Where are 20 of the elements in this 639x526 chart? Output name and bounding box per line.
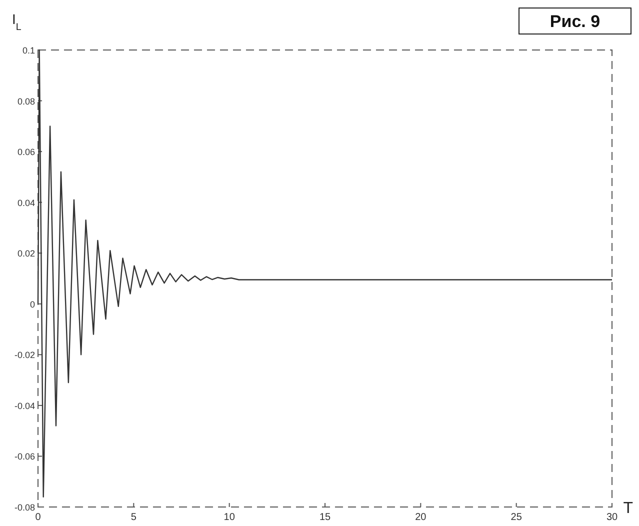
x-tick-label: 5 [130, 512, 137, 523]
x-tick-label: 20 [415, 512, 427, 523]
x-tick-label: 30 [606, 512, 618, 523]
y-tick-label: -0.08 [14, 502, 35, 512]
x-axis-title: T [623, 500, 634, 517]
y-tick-label: -0.02 [14, 350, 35, 360]
y-tick-label: -0.04 [14, 400, 35, 411]
y-axis-title: I$_{L}$ [12, 11, 22, 32]
x-tick-label: 15 [319, 512, 331, 523]
y-tick-label: 0.02 [17, 248, 35, 259]
text: Рис. 9 [550, 12, 600, 31]
y-tick-label: 0.08 [17, 96, 35, 106]
x-tick-label: 25 [510, 512, 522, 523]
y-tick-label: 0.06 [17, 147, 35, 158]
y-tick-label: 0.04 [17, 198, 35, 208]
y-tick-label: 0.1 [22, 46, 35, 56]
y-tick-label: 0 [30, 299, 35, 310]
y-tick-label: -0.06 [14, 452, 35, 462]
line-series [37, 49, 613, 498]
x-tick-label: 10 [224, 512, 236, 523]
